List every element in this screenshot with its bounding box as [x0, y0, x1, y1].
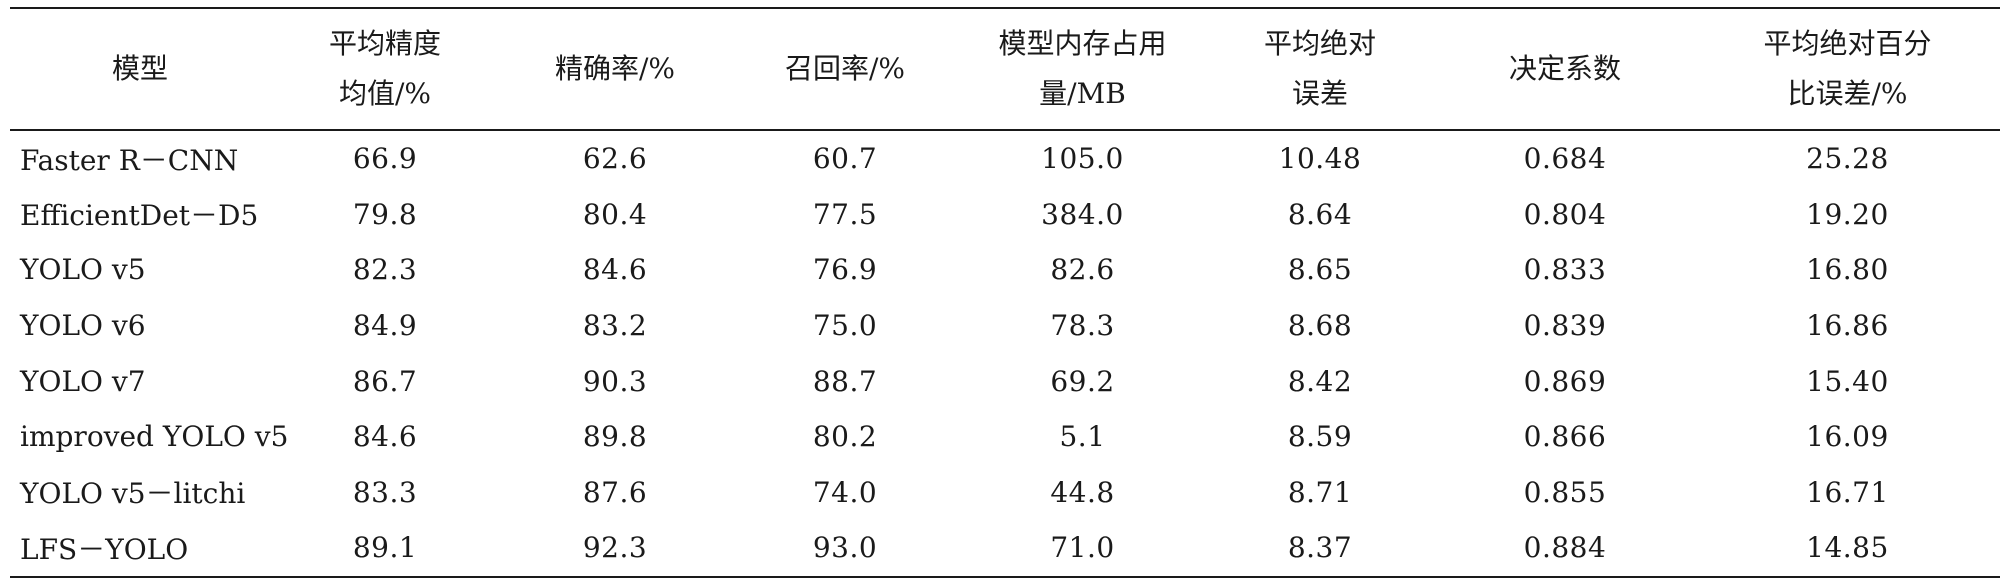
- table-row: Faster R－CNN 66.9 62.6 60.7 105.0 10.48 0.684 2…: [10, 130, 2000, 187]
- cell-mape: 15.40: [1806, 364, 1889, 398]
- cell-precision: 87.6: [582, 475, 648, 509]
- cell-map: 83.3: [352, 475, 418, 509]
- cell-r2: 0.684: [1523, 142, 1607, 176]
- table-row: YOLO v5 82.3 84.6 76.9 82.6 8.65 0.833 16.80: [10, 242, 2000, 298]
- cell-model: YOLO v5－litchi: [20, 477, 246, 511]
- header-model-label: 模型: [111, 52, 168, 85]
- header-precision-label: 精确率/%: [554, 52, 676, 85]
- cell-mae: 8.42: [1287, 364, 1353, 398]
- cell-r2: 0.869: [1523, 364, 1607, 398]
- cell-mae: 8.71: [1287, 475, 1353, 509]
- header-model-size-line2: 量/MB: [1039, 77, 1126, 110]
- cell-recall: 80.2: [812, 420, 878, 454]
- table-row: YOLO v5－litchi 83.3 87.6 74.0 44.8 8.71 0.855 1…: [10, 465, 2000, 521]
- header-map-line1: 平均精度: [328, 27, 441, 60]
- cell-precision: 90.3: [582, 364, 648, 398]
- header-mae-line2: 误差: [1291, 77, 1348, 110]
- header-mae-line1: 平均绝对: [1263, 27, 1376, 60]
- cell-mae: 8.59: [1287, 420, 1353, 454]
- header-row: 模型 平均精度 均值/% 精确率/% 召回率/% 模型内存占用 量/MB 平均绝: [10, 7, 2000, 131]
- cell-r2: 0.866: [1523, 420, 1607, 454]
- cell-mae: 8.37: [1205, 520, 1435, 578]
- header-recall: 召回率/%: [730, 7, 960, 131]
- cell-map: 89.1: [270, 520, 500, 578]
- cell-map: 79.8: [352, 197, 418, 231]
- cell-model-size: 78.3: [1050, 309, 1115, 343]
- header-mae: 平均绝对 误差: [1205, 7, 1435, 131]
- header-precision: 精确率/%: [500, 7, 730, 131]
- cell-model-size: 69.2: [1050, 364, 1115, 398]
- table-row: YOLO v7 86.7 90.3 88.7 69.2 8.42 0.869 15.40: [10, 353, 2000, 409]
- cell-model-size: 71.0: [960, 520, 1205, 578]
- cell-map: 66.9: [352, 142, 418, 176]
- cell-mae: 8.68: [1287, 309, 1353, 343]
- cell-map: 84.6: [352, 420, 418, 454]
- cell-mae: 8.64: [1287, 197, 1353, 231]
- cell-recall: 88.7: [812, 364, 878, 398]
- cell-r2: 0.833: [1523, 253, 1607, 287]
- cell-recall: 77.5: [812, 197, 878, 231]
- cell-precision: 89.8: [582, 420, 648, 454]
- header-r2: 决定系数: [1435, 7, 1695, 131]
- cell-model: YOLO v7: [20, 364, 146, 398]
- header-r2-label: 决定系数: [1508, 52, 1621, 85]
- cell-mae: 10.48: [1278, 142, 1362, 176]
- table-header: 模型 平均精度 均值/% 精确率/% 召回率/% 模型内存占用 量/MB 平均绝: [10, 7, 2000, 131]
- cell-r2: 0.884: [1435, 520, 1695, 578]
- header-recall-label: 召回率/%: [784, 52, 906, 85]
- cell-mape: 14.85: [1695, 520, 2000, 578]
- cell-model: EfficientDet－D5: [20, 199, 259, 233]
- cell-map: 84.9: [352, 309, 418, 343]
- cell-model: YOLO v6: [20, 309, 146, 343]
- cell-mape: 16.09: [1806, 420, 1889, 454]
- cell-recall: 75.0: [812, 309, 878, 343]
- cell-map: 86.7: [352, 364, 418, 398]
- cell-model-size: 384.0: [1041, 197, 1124, 231]
- cell-model-size: 5.1: [1059, 420, 1106, 454]
- cell-model-size: 105.0: [1041, 142, 1124, 176]
- table-row: YOLO v6 84.9 83.2 75.0 78.3 8.68 0.839 16.86: [10, 298, 2000, 354]
- header-model: 模型: [10, 7, 270, 131]
- cell-mape: 16.86: [1806, 309, 1889, 343]
- cell-mape: 25.28: [1806, 142, 1889, 176]
- cell-model: Faster R－CNN: [20, 143, 239, 177]
- header-mape-line2: 比误差/%: [1787, 77, 1908, 110]
- header-model-size: 模型内存占用 量/MB: [960, 7, 1205, 131]
- cell-recall: 60.7: [812, 142, 878, 176]
- cell-precision: 83.2: [582, 309, 648, 343]
- cell-mape: 16.71: [1806, 475, 1889, 509]
- table-row: improved YOLO v5 84.6 89.8 80.2 5.1 8.59 0.866…: [10, 409, 2000, 465]
- cell-precision: 92.3: [500, 520, 730, 578]
- cell-model: LFS－YOLO: [10, 520, 270, 578]
- cell-model: improved YOLO v5: [20, 420, 289, 454]
- header-mape-line1: 平均绝对百分: [1763, 27, 1932, 60]
- cell-mae: 8.65: [1287, 253, 1353, 287]
- header-map-line2: 均值/%: [338, 77, 432, 110]
- cell-model-size: 44.8: [1050, 475, 1115, 509]
- cell-precision: 84.6: [582, 253, 648, 287]
- cell-r2: 0.804: [1523, 197, 1607, 231]
- cell-model-size: 82.6: [1050, 253, 1115, 287]
- header-model-size-line1: 模型内存占用: [998, 27, 1167, 60]
- cell-r2: 0.855: [1523, 475, 1607, 509]
- cell-recall: 93.0: [730, 520, 960, 578]
- cell-map: 82.3: [352, 253, 418, 287]
- cell-mape: 16.80: [1806, 253, 1889, 287]
- cell-recall: 74.0: [812, 475, 878, 509]
- model-comparison-table: 模型 平均精度 均值/% 精确率/% 召回率/% 模型内存占用 量/MB 平均绝: [10, 7, 2000, 578]
- cell-r2: 0.839: [1523, 309, 1607, 343]
- table-body: Faster R－CNN 66.9 62.6 60.7 105.0 10.48 0.684 2…: [10, 130, 2000, 578]
- header-mape: 平均绝对百分 比误差/%: [1695, 7, 2000, 131]
- table-row: LFS－YOLO 89.1 92.3 93.0 71.0 8.37 0.884 14.85: [10, 520, 2000, 578]
- cell-recall: 76.9: [812, 253, 878, 287]
- cell-precision: 80.4: [582, 197, 648, 231]
- cell-mape: 19.20: [1806, 197, 1889, 231]
- cell-model: YOLO v5: [20, 253, 146, 287]
- header-map: 平均精度 均值/%: [270, 7, 500, 131]
- cell-precision: 62.6: [582, 142, 648, 176]
- table-row: EfficientDet－D5 79.8 80.4 77.5 384.0 8.64 0.80…: [10, 187, 2000, 243]
